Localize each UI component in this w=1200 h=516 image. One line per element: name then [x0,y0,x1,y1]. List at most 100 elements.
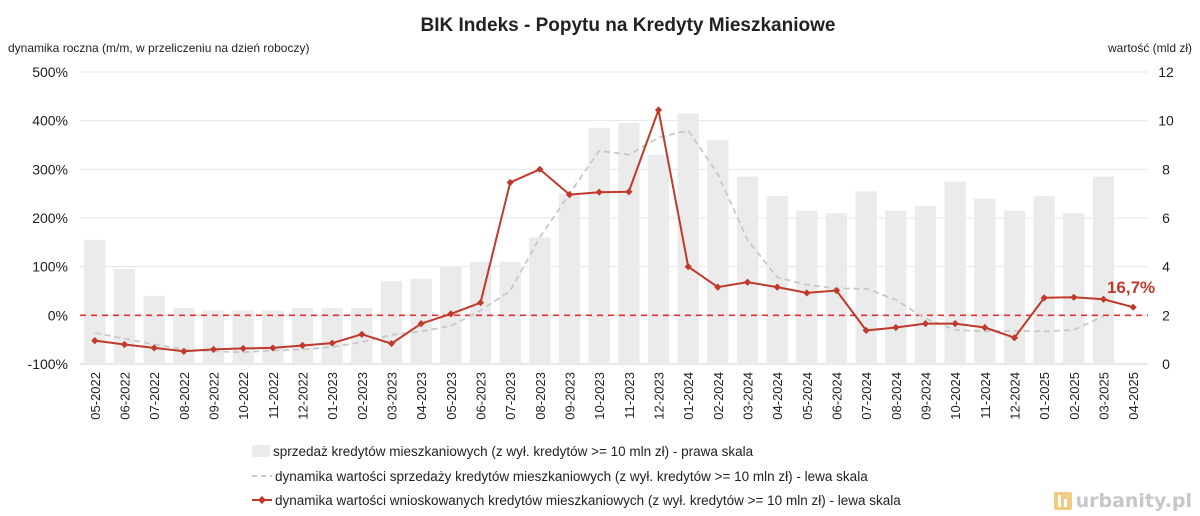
x-tick-label: 07-2022 [147,372,162,420]
red-series-marker [1099,295,1108,303]
bar [974,198,996,364]
bar [202,310,225,364]
red-series-marker [565,191,574,199]
x-tick-label: 02-2023 [355,372,370,420]
x-tick-label: 05-2023 [444,372,459,420]
right-tick-label: 8 [1162,161,1170,177]
x-tick-label: 05-2022 [88,372,103,420]
x-tick-label: 07-2024 [859,372,874,420]
red-series-marker [803,289,811,297]
legend-dashed-label: dynamika wartości sprzedaży kredytów mie… [275,469,868,484]
x-tick-label: 03-2023 [385,372,400,420]
red-series-marker [150,344,158,352]
red-series-marker [417,320,425,328]
red-series-marker [892,323,900,332]
right-tick-label: 10 [1158,113,1174,129]
left-tick-label: 400% [32,113,68,129]
bar [529,237,551,364]
x-tick-label: 08-2023 [533,372,548,420]
dashed-line-series [94,129,1104,354]
right-tick-label: 6 [1162,210,1170,226]
x-tick-label: 12-2024 [1008,372,1023,420]
left-tick-label: 300% [32,161,68,177]
bar [588,127,610,364]
x-tick-label: 09-2024 [919,372,934,420]
red-series-marker [1070,293,1078,301]
x-tick-label: 08-2022 [177,372,192,420]
x-tick-label: 12-2023 [652,372,667,420]
bar [232,310,254,364]
red-series-marker [1040,294,1048,302]
left-tick-label: -100% [28,356,68,372]
bar [173,308,195,364]
red-series-marker [209,345,218,353]
bar [321,308,343,364]
x-tick-label: 09-2022 [207,372,222,420]
red-series-marker [476,299,485,307]
red-series-marker [714,283,722,291]
bar [380,281,403,364]
bar [1092,176,1115,364]
bar [618,123,640,364]
x-axis-ticks: 05-2022 06-2022 07-2022 08-2022 09-2022 10-20… [88,372,1141,420]
x-tick-label: 06-2023 [474,372,489,420]
red-series-marker [832,286,841,295]
red-series-marker [358,330,366,338]
bar [1063,213,1085,364]
red-series-marker [773,283,781,291]
red-series-marker [91,337,99,345]
left-tick-label: 0% [48,307,68,323]
left-axis-ticks: -100% 0% 100% 200% 300% 400% 500% [28,64,68,372]
red-series-marker [625,188,633,196]
red-series-marker [1129,303,1137,311]
red-series-marker [981,323,989,332]
red-series-marker [654,106,663,114]
left-tick-label: 100% [32,259,68,275]
red-series-marker [921,320,930,328]
red-series-marker [328,339,336,347]
bar [647,154,670,364]
watermark: urbanity.pl [1053,490,1192,512]
x-tick-label: 10-2023 [592,372,607,420]
bar [914,205,937,364]
x-tick-label: 10-2024 [948,372,963,420]
left-tick-label: 200% [32,210,68,226]
right-axis-label: wartość (mld zł) [1107,41,1192,55]
x-tick-label: 04-2025 [1126,372,1141,420]
x-tick-label: 04-2024 [770,372,785,420]
red-series-marker [447,310,455,318]
x-tick-label: 09-2023 [563,372,578,420]
x-tick-label: 11-2024 [978,372,993,419]
x-tick-label: 06-2024 [830,372,845,420]
bar [84,239,106,364]
bar [796,210,818,364]
red-series-line [94,106,1134,353]
bar [499,261,521,364]
bar [766,196,788,364]
bar [944,181,966,364]
red-series-marker [595,188,603,196]
x-tick-label: 02-2025 [1067,372,1082,420]
right-tick-label: 0 [1162,356,1170,372]
bar [1003,210,1026,364]
x-tick-label: 02-2024 [711,372,726,420]
red-series-marker [743,278,752,286]
right-axis-ticks: 0 2 4 6 8 10 12 [1158,64,1174,372]
x-tick-label: 01-2023 [325,372,340,420]
legend: sprzedaż kredytów mieszkaniowych (z wył.… [252,444,901,508]
legend-red-marker [258,496,266,504]
red-series-marker [269,344,277,352]
x-tick-label: 12-2022 [296,372,311,420]
red-series-marker [862,326,870,335]
x-tick-label: 10-2022 [236,372,251,420]
bar [736,176,759,364]
legend-red-label: dynamika wartości wnioskowanych kredytów… [275,493,901,508]
red-line-series [91,106,1137,355]
bar [262,310,284,364]
red-series-marker [1010,334,1019,342]
left-tick-label: 500% [32,64,68,80]
bar-series [84,113,1115,364]
red-series-marker [536,165,544,173]
x-tick-label: 01-2025 [1037,372,1052,420]
